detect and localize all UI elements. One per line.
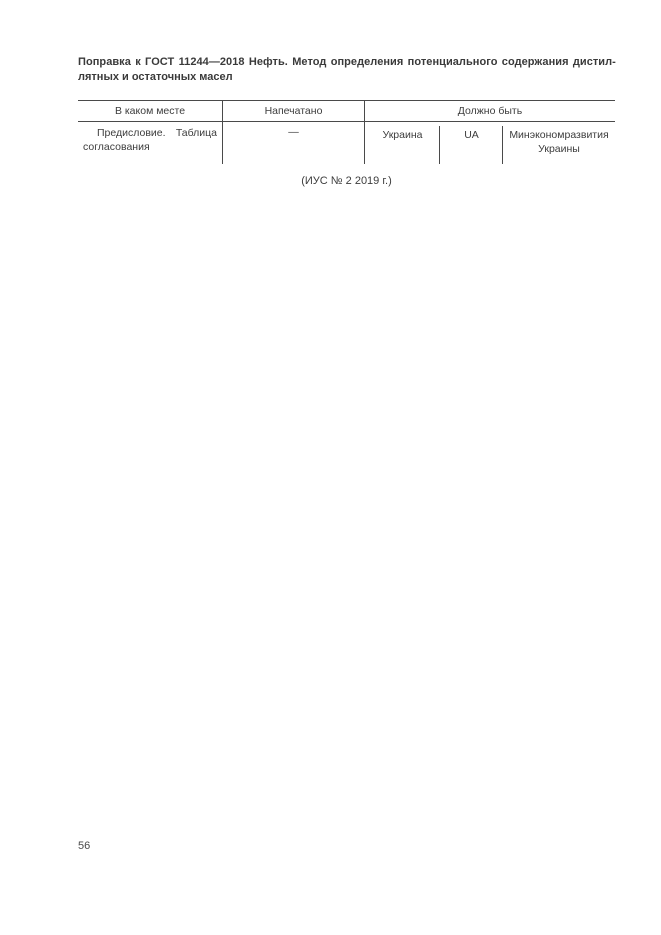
cell-should-be-code: UA	[440, 122, 503, 164]
header-cell-printed: Напечатано	[223, 101, 365, 121]
document-title: Поправка к ГОСТ 11244—2018 Нефть. Метод …	[78, 55, 618, 85]
cell-should-be: Украина UA Минэкономразвития Украины	[365, 122, 615, 164]
cell-should-be-body: Минэкономразвития Украины	[509, 129, 609, 155]
correction-table-header-row: В каком месте Напечатано Должно быть	[78, 101, 615, 122]
cell-where: Предисловие. Таблица согласования	[78, 122, 223, 164]
cell-printed: —	[223, 122, 365, 164]
document-title-line2: лятных и остаточных масел	[78, 71, 233, 83]
correction-table-data-row: Предисловие. Таблица согласования — Укра…	[78, 122, 615, 164]
header-cell-should-be: Должно быть	[457, 105, 523, 117]
header-cell-where: В каком месте	[78, 101, 223, 121]
page-number: 56	[78, 840, 91, 852]
correction-table: В каком месте Напечатано Должно быть Пре…	[78, 100, 615, 164]
cell-should-be-country: Украина	[365, 122, 440, 164]
issue-caption: (ИУС № 2 2019 г.)	[301, 175, 392, 187]
document-title-line1: Поправка к ГОСТ 11244—2018 Нефть. Метод …	[78, 56, 616, 68]
